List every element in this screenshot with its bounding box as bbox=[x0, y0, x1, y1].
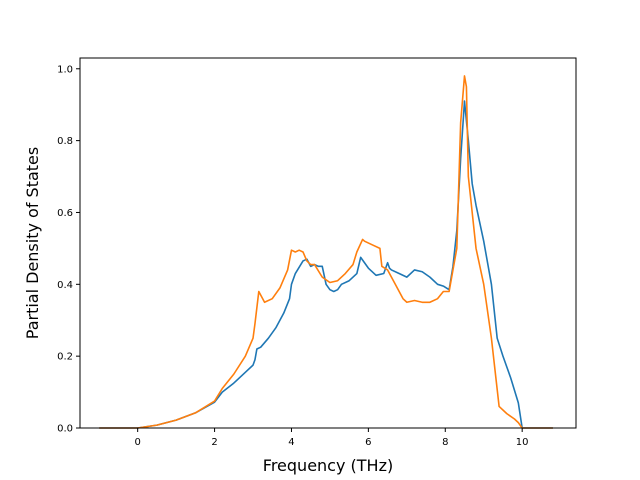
y-axis-title: Partial Density of States bbox=[23, 147, 42, 339]
plot-frame bbox=[79, 57, 577, 429]
x-axis: 0 2 4 6 8 10 bbox=[134, 428, 529, 448]
series-line-1 bbox=[99, 100, 553, 429]
y-tick-label: 1.0 bbox=[57, 64, 73, 75]
y-tick-label: 0.2 bbox=[57, 352, 73, 363]
plot-lines bbox=[99, 75, 553, 429]
y-tick-label: 0.0 bbox=[57, 424, 73, 435]
x-tick-label: 10 bbox=[516, 437, 529, 448]
x-tick-label: 4 bbox=[288, 437, 294, 448]
series-line-2 bbox=[99, 75, 553, 429]
x-tick-label: 2 bbox=[211, 437, 217, 448]
x-tick-label: 8 bbox=[442, 437, 448, 448]
x-tick-label: 6 bbox=[365, 437, 371, 448]
x-tick-label: 0 bbox=[134, 437, 140, 448]
x-axis-title: Frequency (THz) bbox=[263, 456, 393, 475]
y-tick-label: 0.8 bbox=[57, 136, 73, 147]
y-tick-label: 0.4 bbox=[57, 280, 73, 291]
y-axis: 0.0 0.2 0.4 0.6 0.8 1.0 bbox=[57, 64, 80, 435]
y-tick-label: 0.6 bbox=[57, 208, 73, 219]
